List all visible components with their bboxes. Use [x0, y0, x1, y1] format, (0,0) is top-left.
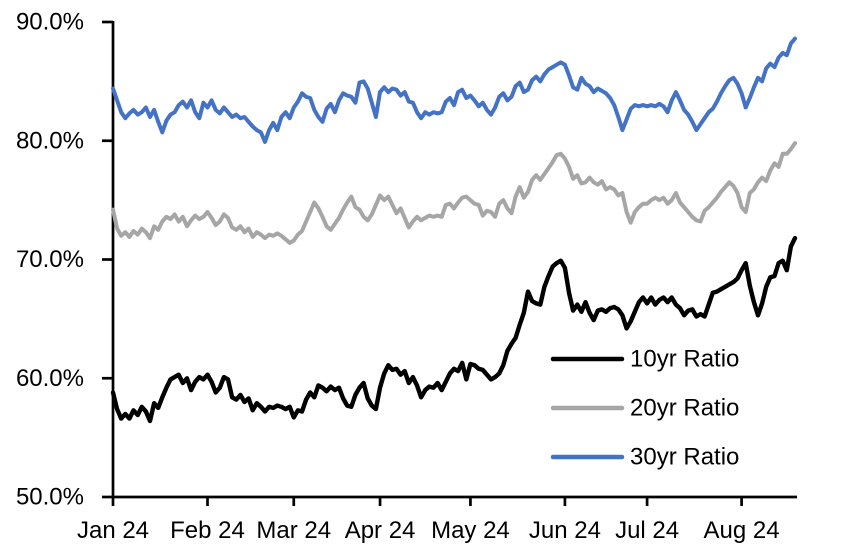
x-axis-tick-label: Mar 24: [256, 517, 331, 544]
y-axis-tick-label: 50.0%: [16, 484, 84, 511]
legend-label-30yr-ratio: 30yr Ratio: [630, 444, 739, 471]
y-axis-tick-label: 80.0%: [16, 127, 84, 154]
y-axis-tick-label: 70.0%: [16, 246, 84, 273]
x-axis-tick-label: Jul 24: [615, 517, 679, 544]
legend-label-10yr-ratio: 10yr Ratio: [630, 346, 739, 373]
y-axis-tick-label: 60.0%: [16, 365, 84, 392]
series-line-10yr-ratio: [110, 235, 798, 424]
y-axis-tick-label: 90.0%: [16, 9, 84, 36]
legend-label-20yr-ratio: 20yr Ratio: [630, 395, 739, 422]
series-line-30yr-ratio: [111, 36, 797, 144]
x-axis-tick-label: May 24: [431, 517, 510, 544]
series-line-20yr-ratio: [111, 141, 797, 245]
x-axis-tick-label: Feb 24: [170, 517, 245, 544]
x-axis-tick-label: Jan 24: [77, 517, 149, 544]
x-axis-tick-label: Apr 24: [345, 517, 416, 544]
x-axis-tick-label: Jun 24: [529, 517, 601, 544]
x-axis-tick-label: Aug 24: [704, 517, 780, 544]
